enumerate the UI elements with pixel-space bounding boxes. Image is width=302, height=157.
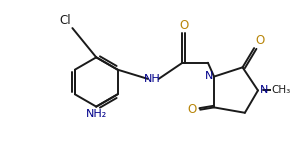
Text: O: O — [256, 34, 265, 47]
Text: NH₂: NH₂ — [86, 109, 107, 119]
Text: NH: NH — [144, 74, 161, 84]
Text: N: N — [259, 85, 268, 95]
Text: O: O — [187, 103, 196, 116]
Text: O: O — [179, 19, 188, 32]
Text: CH₃: CH₃ — [272, 85, 291, 95]
Text: N: N — [205, 71, 213, 81]
Text: Cl: Cl — [59, 14, 71, 27]
